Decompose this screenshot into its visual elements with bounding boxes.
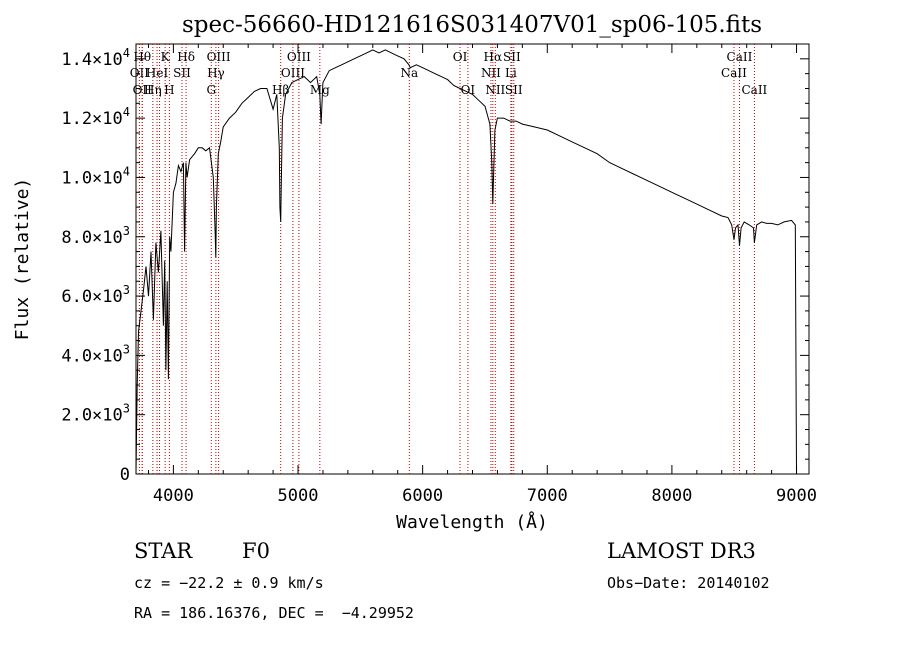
line-label-26: CaII (721, 66, 747, 80)
line-label-22: NII (485, 83, 505, 97)
line-label-17: Na (400, 66, 418, 80)
plot-frame (135, 43, 810, 475)
line-label-9: Hδ (177, 50, 195, 64)
line-label-23: Li (505, 66, 517, 80)
y-tick-label-6: 1.2×104 (61, 105, 130, 129)
x-tick-label-4: 8000 (651, 486, 692, 506)
object-subclass: F0 (242, 539, 270, 563)
y-axis: 0 2.0×103 4.0×103 6.0×103 8.0×103 1.0×104 1.2×… (61, 46, 809, 485)
y-tick-label-3: 6.0×103 (61, 283, 130, 307)
line-label-2: OII (133, 83, 153, 97)
emission-line-markers (138, 44, 755, 474)
x-tick-label-1: 5000 (278, 486, 319, 506)
y-tick-label-5: 1.0×104 (61, 164, 130, 188)
y-tick-label-0: 0 (120, 465, 130, 485)
survey-name: LAMOST DR3 (607, 539, 756, 563)
y-tick-label-7: 1.4×104 (61, 46, 130, 70)
x-tick-label-5: 9000 (776, 486, 817, 506)
line-label-7: H (164, 83, 174, 97)
observation-date: Obs−Date: 20140102 (607, 574, 770, 592)
chart-title: spec-56660-HD121616S031407V01_sp06-105.f… (182, 12, 762, 38)
x-axis: 4000 5000 6000 7000 8000 9000 (147, 44, 817, 506)
line-labels: OIIHθOIIHηHeIKHSIIHδGHγOIIIHβOIIIOIIIMgN… (130, 50, 768, 97)
line-label-4: HeI (146, 66, 169, 80)
x-tick-label-2: 6000 (402, 486, 443, 506)
y-tick-label-1: 2.0×103 (61, 402, 130, 426)
line-label-21: Hα (484, 50, 503, 64)
line-label-24: SII (503, 50, 521, 64)
line-label-10: G (206, 83, 216, 97)
line-label-20: NII (481, 66, 501, 80)
line-label-25: SII (505, 83, 523, 97)
line-label-0: OII (130, 66, 150, 80)
line-label-11: Hγ (207, 66, 225, 80)
x-tick-label-0: 4000 (153, 486, 194, 506)
line-label-12: OIII (207, 50, 231, 64)
object-class: STAR (134, 539, 193, 563)
x-axis-label: Wavelength (Å) (396, 511, 548, 533)
line-label-27: CaII (727, 50, 753, 64)
y-axis-label: Flux (relative) (12, 178, 33, 341)
line-label-1: Hθ (133, 50, 151, 64)
line-label-8: SII (173, 66, 191, 80)
y-tick-label-4: 8.0×103 (61, 224, 130, 248)
line-label-3: Hη (144, 83, 162, 97)
line-label-16: Mg (310, 83, 330, 97)
redshift-value: cz = −22.2 ± 0.9 km/s (134, 574, 324, 592)
coordinates: RA = 186.16376, DEC = −4.29952 (134, 604, 414, 622)
line-label-28: CaII (741, 83, 767, 97)
spectrum-line (135, 49, 797, 475)
line-label-13: Hβ (272, 83, 289, 97)
line-label-18: OI (453, 50, 468, 64)
x-tick-label-3: 7000 (527, 486, 568, 506)
line-label-15: OIII (287, 50, 311, 64)
line-label-14: OIII (281, 66, 305, 80)
y-tick-label-2: 4.0×103 (61, 342, 130, 366)
line-label-6: K (161, 50, 171, 64)
